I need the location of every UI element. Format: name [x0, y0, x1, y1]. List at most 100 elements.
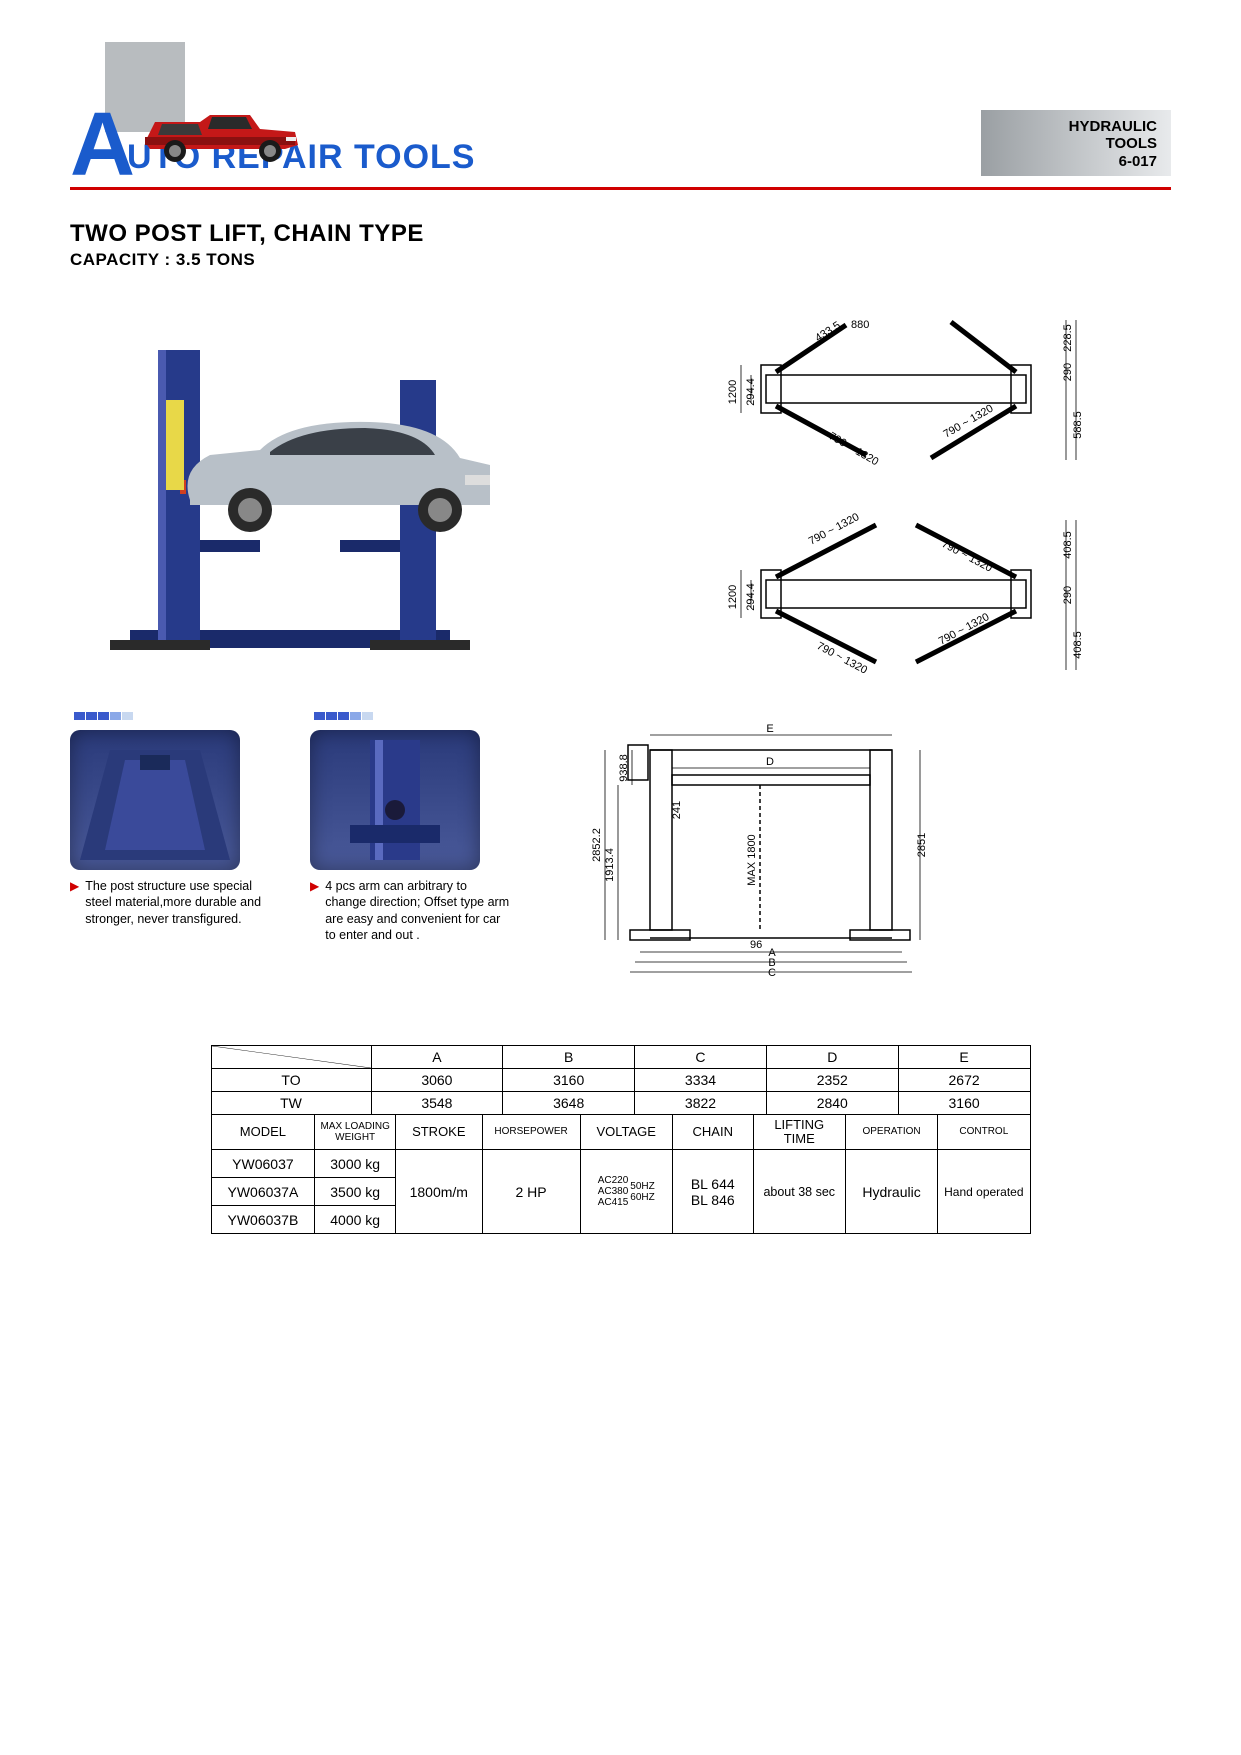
feature-2: ▶ 4 pcs arm can arbitrary to change dire… [310, 720, 510, 985]
table-row: A B C D E [211, 1046, 1030, 1069]
table-header: B [503, 1046, 635, 1069]
table-row: MODEL MAX LOADING WEIGHT STROKE HORSEPOW… [211, 1114, 1030, 1150]
table-cell: TW [211, 1092, 371, 1115]
feature-tabs-icon [74, 712, 133, 720]
header-badge: HYDRAULIC TOOLS 6-017 [981, 110, 1171, 176]
table-header: C [635, 1046, 767, 1069]
table-cell: 3060 [371, 1069, 503, 1092]
chain-l2: BL 846 [677, 1192, 749, 1208]
svg-text:290: 290 [1062, 586, 1074, 604]
chain-l1: BL 644 [677, 1176, 749, 1192]
table-cell: 3334 [635, 1069, 767, 1092]
svg-text:96: 96 [750, 939, 762, 951]
table-cell: 2840 [766, 1092, 898, 1115]
front-elevation-diagram: E D 2852.2 1913.4 938.8 241 MAX 1800 285… [550, 720, 1171, 985]
volt-r2: 60HZ [630, 1192, 654, 1203]
table-cell: 3160 [898, 1092, 1030, 1115]
logo-block: A UTO REPAIR TOOLS [70, 112, 475, 180]
logo-letter-a: A [70, 112, 131, 180]
table-header: STROKE [396, 1114, 483, 1150]
table-row: YW06037 3000 kg 1800m/m 2 HP AC220 AC380… [211, 1150, 1030, 1178]
table-cell: Hydraulic [845, 1150, 937, 1234]
svg-text:588.5: 588.5 [1072, 411, 1084, 439]
svg-text:2851: 2851 [916, 833, 928, 857]
table-cell: AC220 AC380 AC415 50HZ 60HZ [580, 1150, 672, 1234]
table-header: VOLTAGE [580, 1114, 672, 1150]
svg-text:1913.4: 1913.4 [604, 848, 616, 882]
table-header: CHAIN [672, 1114, 753, 1150]
table-cell: Hand operated [938, 1150, 1030, 1234]
table-cell: 3500 kg [315, 1178, 396, 1206]
feature-1-caption: ▶ The post structure use special steel m… [70, 878, 270, 927]
table-cell: BL 644 BL 846 [672, 1150, 753, 1234]
svg-text:790 ~ 1320: 790 ~ 1320 [939, 538, 994, 575]
table-cell: 3648 [503, 1092, 635, 1115]
table-cell: 4000 kg [315, 1206, 396, 1234]
table-cell: 3000 kg [315, 1150, 396, 1178]
volt-l3: AC415 [598, 1197, 629, 1208]
svg-text:241: 241 [671, 801, 683, 819]
table-cell: about 38 sec [753, 1150, 845, 1234]
table-header: CONTROL [938, 1114, 1030, 1150]
table-row: TO 3060 3160 3334 2352 2672 [211, 1069, 1030, 1092]
table-row: TW 3548 3648 3822 2840 3160 [211, 1092, 1030, 1115]
arrow-icon: ▶ [70, 879, 79, 927]
svg-text:408.5: 408.5 [1062, 531, 1074, 559]
table-cell: YW06037A [211, 1178, 315, 1206]
svg-text:880: 880 [851, 319, 869, 331]
svg-text:D: D [766, 756, 774, 768]
feature-tabs-icon [314, 712, 373, 720]
arrow-icon: ▶ [310, 879, 319, 943]
table-header: HORSEPOWER [482, 1114, 580, 1150]
table-cell: YW06037B [211, 1206, 315, 1234]
arm-diagram-1: 1200 294.4 433.5 880 790 ~ 1320 790 ~ 13… [641, 310, 1172, 480]
svg-text:E: E [766, 723, 773, 735]
volt-r1: 50HZ [630, 1181, 654, 1192]
table-cell: 2672 [898, 1069, 1030, 1092]
table-cell: 3822 [635, 1092, 767, 1115]
table-cell: 3548 [371, 1092, 503, 1115]
table-cell: YW06037 [211, 1150, 315, 1178]
svg-text:2852.2: 2852.2 [591, 828, 603, 862]
svg-text:294.4: 294.4 [745, 378, 757, 406]
page-subtitle: CAPACITY : 3.5 TONS [70, 250, 1171, 270]
svg-text:C: C [768, 967, 776, 979]
truck-icon [130, 97, 310, 167]
spec-tables: A B C D E TO 3060 3160 3334 2352 2672 TW… [211, 1045, 1031, 1234]
dimension-table: A B C D E TO 3060 3160 3334 2352 2672 TW… [211, 1045, 1031, 1115]
header: A UTO REPAIR TOOLS HYDRAULIC TOOLS 6-017 [70, 60, 1171, 190]
table-cell: 2352 [766, 1069, 898, 1092]
volt-l1: AC220 [598, 1175, 629, 1186]
features-row: ▶ The post structure use special steel m… [70, 720, 1171, 985]
feature-2-image [310, 730, 480, 870]
svg-text:1200: 1200 [727, 380, 739, 404]
table-header: OPERATION [845, 1114, 937, 1150]
table-header: A [371, 1046, 503, 1069]
table-blank-diag [211, 1046, 371, 1069]
feature-2-caption: ▶ 4 pcs arm can arbitrary to change dire… [310, 878, 510, 943]
badge-line-1: HYDRAULIC [989, 118, 1157, 135]
main-row: 1200 294.4 433.5 880 790 ~ 1320 790 ~ 13… [70, 310, 1171, 680]
svg-text:938.8: 938.8 [618, 754, 630, 782]
svg-text:790 ~ 1320: 790 ~ 1320 [826, 430, 880, 468]
svg-text:294.4: 294.4 [745, 583, 757, 611]
table-header: LIFTING TIME [753, 1114, 845, 1150]
title-block: TWO POST LIFT, CHAIN TYPE CAPACITY : 3.5… [70, 220, 1171, 270]
table-cell: TO [211, 1069, 371, 1092]
table-header: D [766, 1046, 898, 1069]
badge-line-2: TOOLS [989, 135, 1157, 152]
table-cell: 2 HP [482, 1150, 580, 1234]
svg-text:433.5: 433.5 [813, 319, 843, 344]
volt-l2: AC380 [598, 1186, 629, 1197]
table-cell: 1800m/m [396, 1150, 483, 1234]
product-photo [70, 310, 490, 670]
svg-text:290: 290 [1062, 363, 1074, 381]
svg-text:408.5: 408.5 [1072, 631, 1084, 659]
table-header: MAX LOADING WEIGHT [315, 1114, 396, 1150]
top-diagrams-column: 1200 294.4 433.5 880 790 ~ 1320 790 ~ 13… [641, 310, 1172, 680]
badge-line-3: 6-017 [989, 153, 1157, 170]
table-cell: 3160 [503, 1069, 635, 1092]
table-header: E [898, 1046, 1030, 1069]
page-title: TWO POST LIFT, CHAIN TYPE [70, 220, 1171, 248]
arm-diagram-2: 1200 294.4 790 ~ 1320 790 ~ 1320 790 ~ 1… [641, 510, 1172, 680]
